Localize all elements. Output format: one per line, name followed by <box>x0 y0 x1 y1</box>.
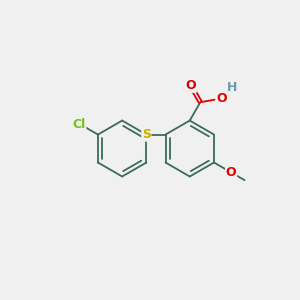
Text: S: S <box>142 128 151 141</box>
Text: H: H <box>226 81 237 94</box>
Text: O: O <box>226 166 236 178</box>
Text: O: O <box>216 92 226 105</box>
Text: Cl: Cl <box>72 118 86 130</box>
Text: O: O <box>185 79 196 92</box>
